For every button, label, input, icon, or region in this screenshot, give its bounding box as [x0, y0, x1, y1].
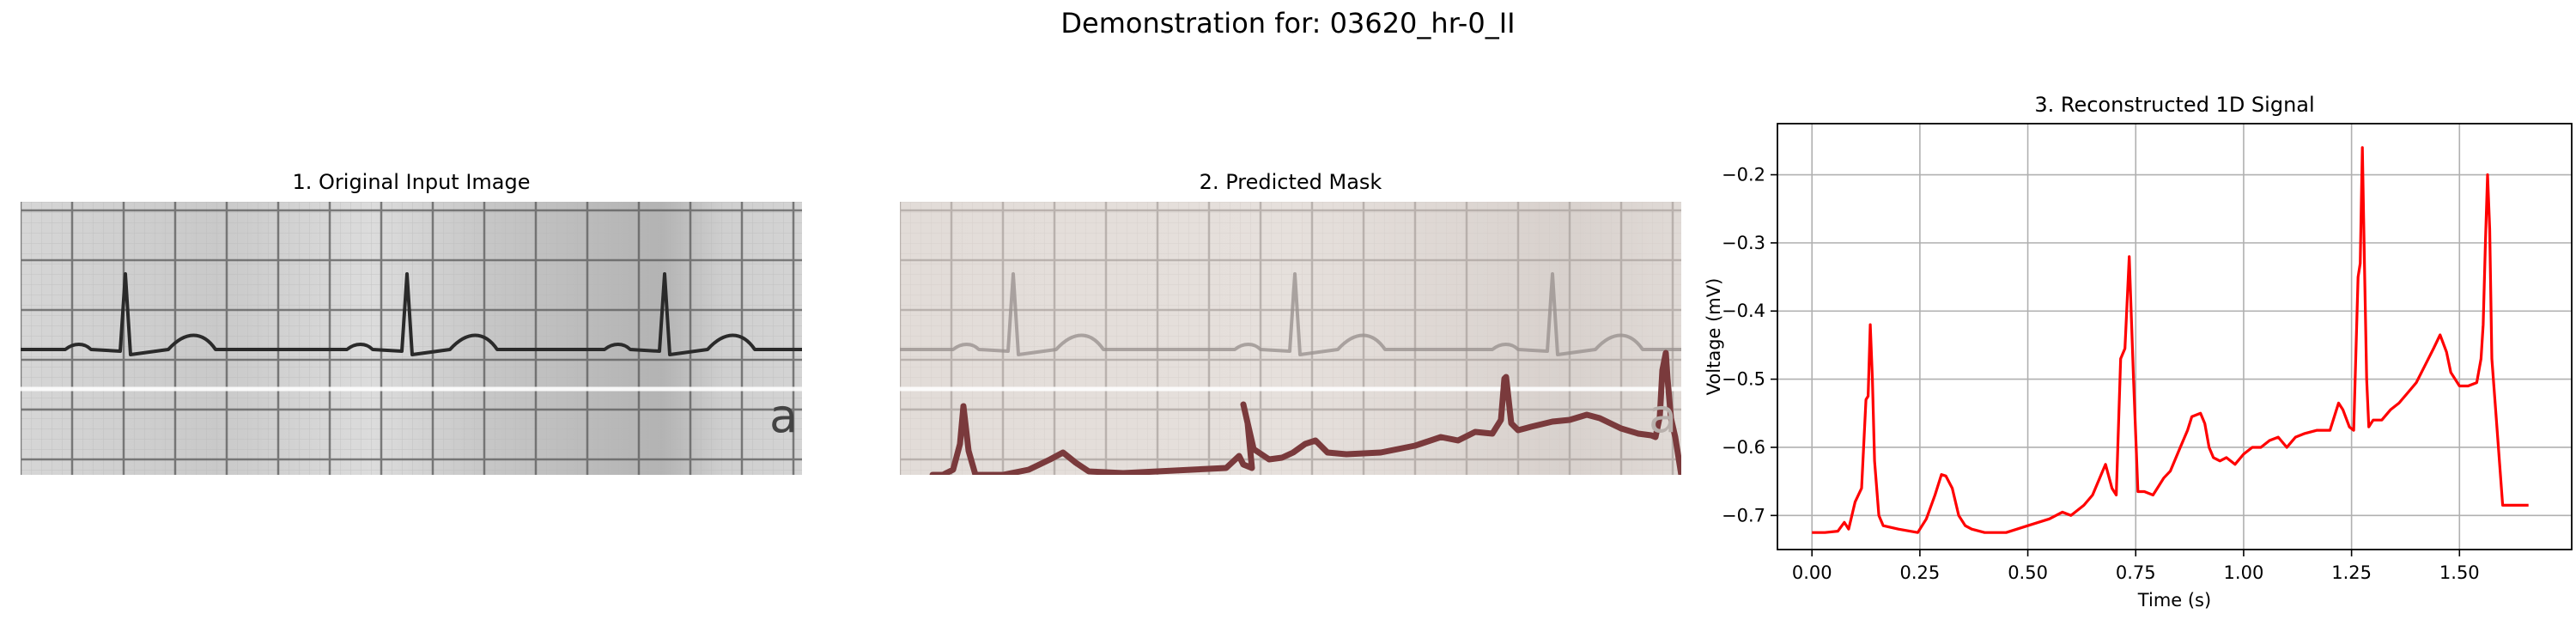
predicted-mask-trace — [929, 349, 1681, 475]
x-tick-label: 1.25 — [2331, 562, 2372, 583]
y-tick-label: −0.3 — [1722, 233, 1765, 253]
predicted-mask-image: a — [900, 202, 1681, 475]
x-tick-label: 0.00 — [1792, 562, 1832, 583]
mask-letter-a: a — [1649, 389, 1677, 443]
chart-title: 3. Reconstructed 1D Signal — [2034, 93, 2314, 117]
predicted-mask-title: 2. Predicted Mask — [1199, 170, 1382, 194]
y-tick-label: −0.4 — [1722, 301, 1765, 321]
original-image-title: 1. Original Input Image — [292, 170, 531, 194]
x-tick-label: 0.50 — [2008, 562, 2048, 583]
y-axis-label: Voltage (mV) — [1704, 278, 1724, 396]
y-tick-label: −0.6 — [1722, 437, 1765, 458]
y-tick-label: −0.5 — [1722, 369, 1765, 390]
original-letter-a: a — [769, 389, 798, 443]
y-tick-label: −0.2 — [1722, 165, 1765, 185]
x-tick-label: 1.00 — [2224, 562, 2264, 583]
signal-line — [1812, 146, 2529, 534]
y-tick-label: −0.7 — [1722, 505, 1765, 526]
original-input-image: a — [21, 202, 802, 475]
x-tick-label: 0.75 — [2116, 562, 2156, 583]
figure-title: Demonstration for: 03620_hr-0_II — [1060, 7, 1516, 39]
x-axis-label: Time (s) — [2137, 590, 2211, 611]
x-tick-label: 0.25 — [1900, 562, 1941, 583]
x-tick-label: 1.50 — [2439, 562, 2480, 583]
axes-frame — [1777, 123, 2573, 550]
